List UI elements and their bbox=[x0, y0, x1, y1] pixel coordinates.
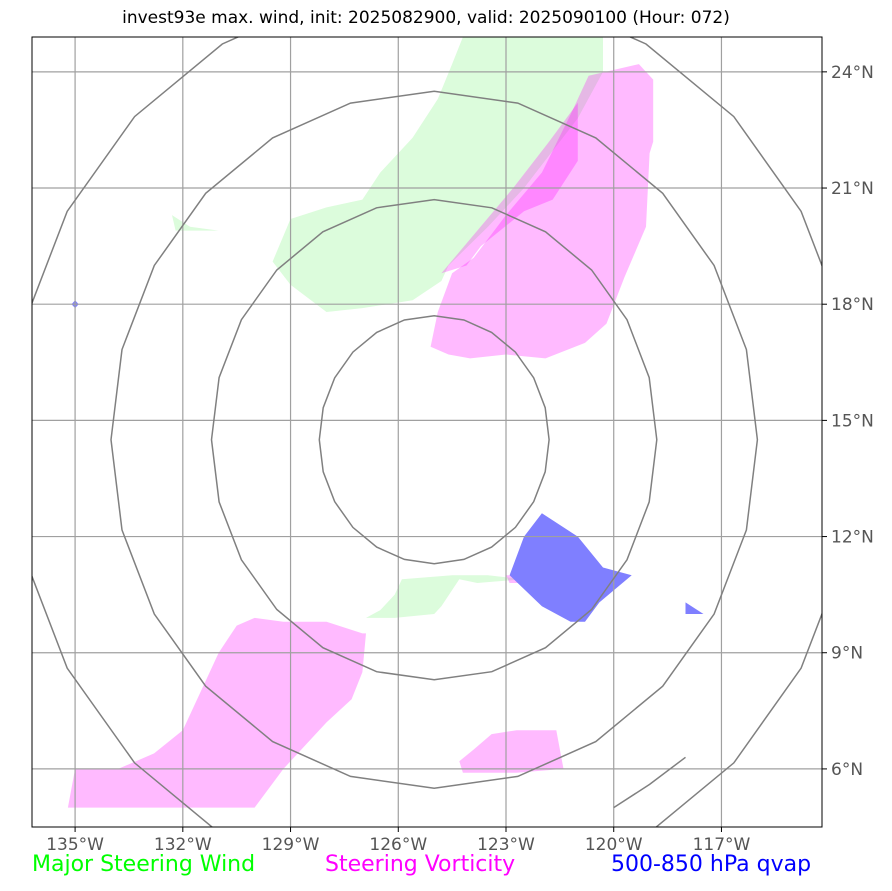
range-rings bbox=[32, 37, 822, 827]
contour-layers bbox=[67, 37, 704, 808]
steering-vorticity-region bbox=[67, 617, 367, 808]
x-tick-label: 129°W bbox=[262, 835, 320, 855]
range-ring bbox=[210, 198, 658, 681]
x-tick-label: 132°W bbox=[154, 835, 212, 855]
x-tick-label: 135°W bbox=[46, 835, 104, 855]
x-tick-label: 120°W bbox=[585, 835, 643, 855]
steering-vorticity-region bbox=[430, 64, 654, 359]
500-850-hpa-qvap-region bbox=[509, 513, 632, 622]
y-tick-label: 21°N bbox=[831, 179, 874, 199]
x-tick-label: 123°W bbox=[477, 835, 535, 855]
y-tick-label: 12°N bbox=[831, 528, 874, 548]
legend-qvap: 500-850 hPa qvap bbox=[611, 852, 812, 877]
major-steering-wind-region bbox=[366, 575, 524, 618]
map-title: invest93e max. wind, init: 2025082900, v… bbox=[122, 8, 730, 28]
y-tick-label: 9°N bbox=[831, 644, 863, 664]
y-tick-label: 15°N bbox=[831, 411, 874, 431]
steering-vorticity-region bbox=[459, 730, 564, 773]
range-ring-segment bbox=[613, 756, 686, 809]
500-850-hpa-qvap-region bbox=[685, 602, 704, 614]
legend-steering-wind: Major Steering Wind bbox=[32, 852, 256, 877]
y-tick-label: 24°N bbox=[831, 63, 874, 83]
gridlines bbox=[32, 37, 822, 827]
legend-steering-vorticity: Steering Vorticity bbox=[325, 852, 516, 877]
plot-frame bbox=[31, 36, 823, 828]
range-ring bbox=[110, 90, 759, 790]
x-tick-label: 117°W bbox=[693, 835, 751, 855]
y-tick-label: 18°N bbox=[831, 295, 874, 315]
major-steering-wind-region bbox=[172, 215, 219, 231]
range-ring bbox=[32, 37, 822, 827]
y-tick-label: 6°N bbox=[831, 760, 863, 780]
range-ring bbox=[318, 315, 550, 565]
x-tick-label: 126°W bbox=[369, 835, 427, 855]
axis-ticks: 135°W 132°W 129°W 126°W 123°W 120°W 117°W 24°N 2… bbox=[46, 63, 874, 855]
major-steering-wind-region bbox=[272, 37, 603, 312]
